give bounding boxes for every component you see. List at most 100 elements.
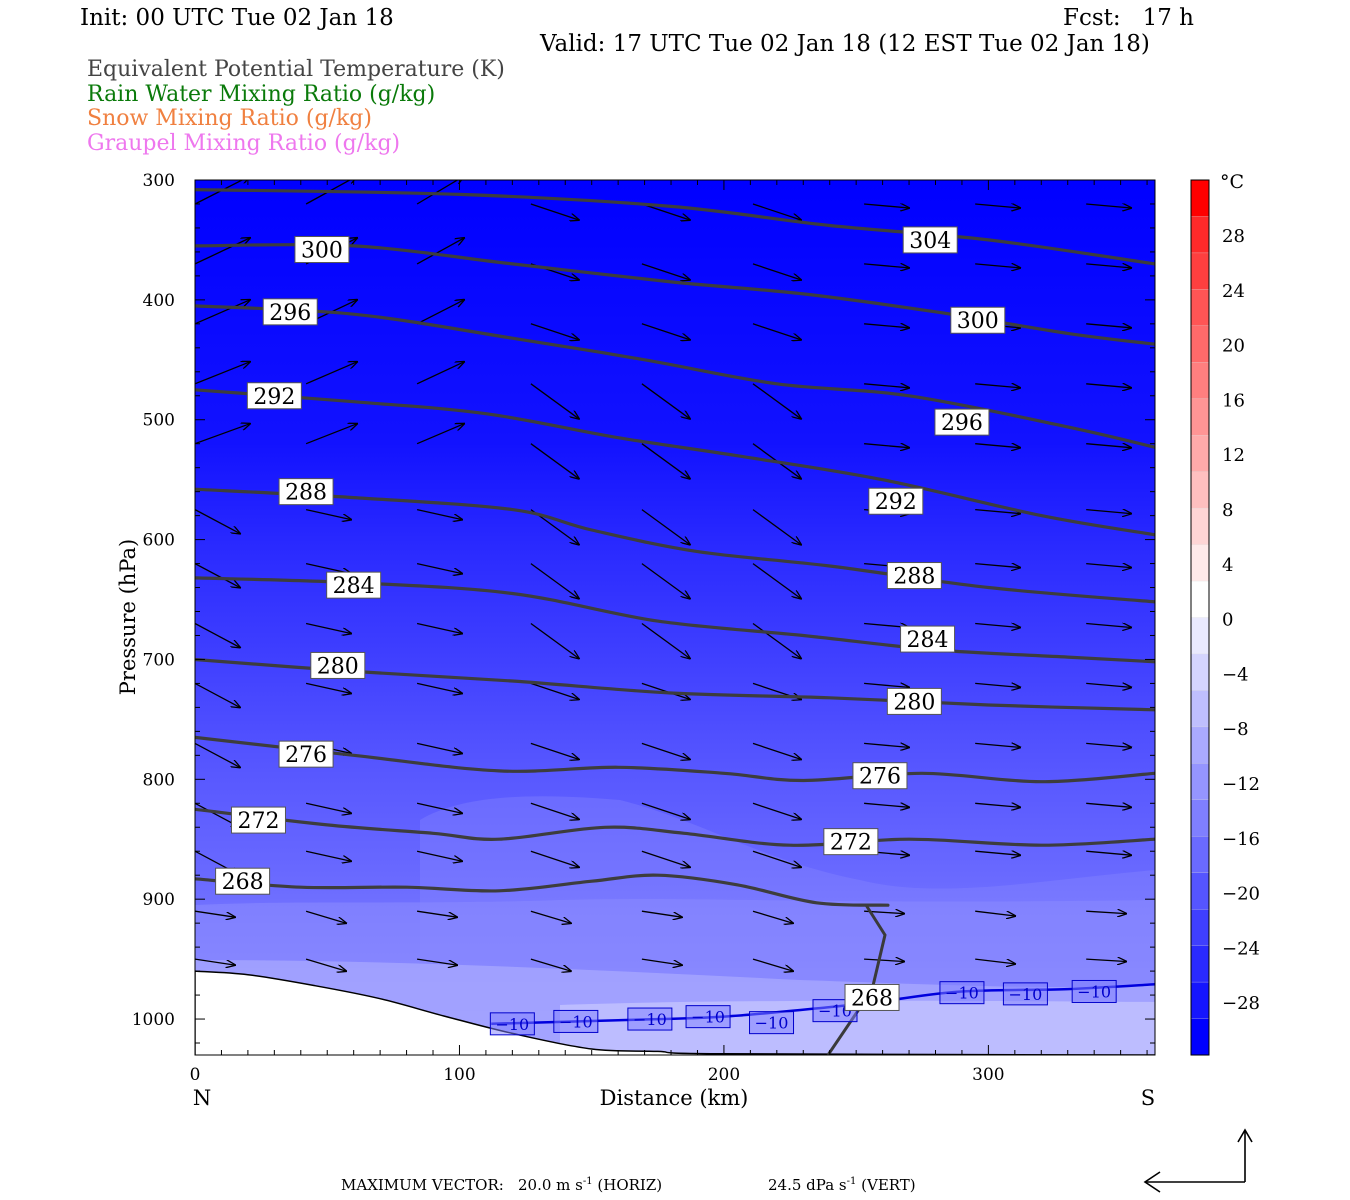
colorbar-label: −16 bbox=[1222, 829, 1260, 850]
contour-label-box bbox=[886, 562, 942, 590]
isotherm-label: −10 bbox=[495, 1015, 529, 1034]
colorbar-label: 16 bbox=[1222, 390, 1245, 411]
wind-vector bbox=[752, 563, 801, 599]
colorbar-unit: °C bbox=[1220, 171, 1244, 193]
contour-label: 268 bbox=[851, 986, 893, 1011]
wind-vector bbox=[1086, 803, 1131, 807]
field-title-graupel: Graupel Mixing Ratio (g/kg) bbox=[87, 131, 401, 156]
wind-vector bbox=[752, 509, 801, 545]
wind-vector bbox=[305, 682, 351, 693]
colorbar-swatch bbox=[1190, 398, 1210, 436]
contour-label-box bbox=[844, 983, 900, 1011]
wind-vector bbox=[416, 562, 462, 574]
x-axis-right-label: S bbox=[1141, 1086, 1155, 1110]
x-tick-label: 0 bbox=[190, 1065, 201, 1085]
contour-label: 272 bbox=[830, 831, 872, 856]
y-tick-label: 700 bbox=[143, 650, 175, 670]
axis-ticks bbox=[194, 179, 1155, 1055]
contour-label-box bbox=[326, 571, 382, 599]
wind-vector bbox=[641, 563, 690, 599]
contour-label-box bbox=[294, 236, 350, 264]
isotherm-label: −10 bbox=[559, 1012, 593, 1031]
wind-vector bbox=[195, 424, 250, 445]
theta-e-line-268 bbox=[195, 873, 890, 907]
wind-vector bbox=[864, 324, 909, 328]
valid-time: Valid: 17 UTC Tue 02 Jan 18 (12 EST Tue … bbox=[540, 31, 1150, 57]
contour-label: 284 bbox=[907, 628, 949, 653]
vert-exponent: -1 bbox=[846, 1176, 857, 1187]
colorbar-frame bbox=[1190, 179, 1210, 1056]
theta-e-line-300 bbox=[195, 242, 1155, 346]
colorbar-label: 24 bbox=[1222, 281, 1245, 302]
vert-tag: (VERT) bbox=[861, 1176, 916, 1194]
wind-vector bbox=[641, 443, 690, 479]
wind-vector bbox=[530, 682, 579, 699]
x-tick-label: 100 bbox=[443, 1065, 475, 1085]
y-tick-label: 400 bbox=[143, 291, 175, 311]
isotherm-label-box bbox=[749, 1011, 795, 1035]
contour-label: 288 bbox=[893, 565, 935, 590]
contour-label-box bbox=[934, 408, 990, 436]
contour-label-box bbox=[886, 687, 942, 715]
field-title-theta-e: Equivalent Potential Temperature (K) bbox=[87, 57, 505, 82]
colorbar-swatch bbox=[1190, 872, 1210, 910]
theta-e-line-272 bbox=[195, 807, 1155, 847]
wind-vector bbox=[975, 564, 1020, 568]
wind-vector bbox=[1086, 851, 1131, 855]
contour-label: 292 bbox=[875, 490, 917, 515]
y-axis-label: Pressure (hPa) bbox=[116, 539, 140, 695]
wind-vector bbox=[641, 850, 690, 867]
theta-e-line-276 bbox=[195, 735, 1155, 784]
wind-vector bbox=[1086, 384, 1131, 388]
colorbar-swatch bbox=[1190, 471, 1210, 509]
wind-vector bbox=[1086, 564, 1131, 568]
contour-label: 300 bbox=[301, 239, 343, 264]
colorbar-swatch bbox=[1190, 836, 1210, 874]
wind-vector bbox=[416, 238, 464, 265]
contour-label-box bbox=[900, 625, 956, 653]
wind-vector bbox=[1086, 911, 1126, 913]
colorbar-swatch bbox=[1190, 507, 1210, 546]
wind-vector bbox=[752, 323, 801, 340]
wind-vector bbox=[864, 743, 909, 747]
freezing-contour-line bbox=[826, 904, 887, 1055]
colorbar-swatch bbox=[1190, 362, 1210, 400]
contour-label: 276 bbox=[285, 743, 327, 768]
wind-vector bbox=[864, 444, 909, 448]
contour-label-box bbox=[823, 828, 879, 856]
contour-label: 284 bbox=[333, 574, 375, 599]
wind-vector bbox=[530, 742, 579, 759]
wind-vector bbox=[752, 622, 801, 659]
colorbar-swatch bbox=[1190, 252, 1210, 291]
wind-vector bbox=[530, 850, 579, 867]
wind-vector bbox=[305, 958, 346, 971]
wind-vector bbox=[864, 683, 909, 687]
wind-vector bbox=[416, 622, 462, 634]
colorbar-label: 8 bbox=[1222, 500, 1233, 521]
wind-vector bbox=[195, 622, 240, 648]
isotherm-label: −10 bbox=[1009, 985, 1043, 1004]
wind-vector bbox=[864, 803, 909, 807]
isotherm-label: −10 bbox=[633, 1010, 667, 1029]
reference-vector-icon bbox=[1143, 1128, 1253, 1193]
wind-vector bbox=[416, 508, 462, 520]
wind-vector bbox=[1086, 683, 1131, 687]
isotherm-label-box bbox=[939, 981, 985, 1005]
wind-vector bbox=[975, 743, 1020, 747]
isotherm-label-box bbox=[1071, 979, 1117, 1003]
wind-vector bbox=[1086, 204, 1131, 208]
colorbar-label: −28 bbox=[1222, 993, 1260, 1014]
wind-vector bbox=[752, 383, 801, 419]
y-tick-label: 500 bbox=[143, 411, 175, 431]
contour-label-box bbox=[230, 806, 286, 834]
colorbar-swatch bbox=[1190, 580, 1210, 619]
wind-vector bbox=[416, 424, 464, 445]
wind-vector bbox=[864, 384, 909, 388]
wind-vector bbox=[530, 910, 571, 923]
contour-label: 276 bbox=[859, 765, 901, 790]
vert-value: 24.5 dPa s bbox=[768, 1176, 847, 1194]
x-tick-label: 300 bbox=[972, 1065, 1004, 1085]
wind-vector bbox=[530, 802, 579, 819]
wind-vector bbox=[975, 264, 1020, 268]
colorbar bbox=[1190, 179, 1210, 1056]
